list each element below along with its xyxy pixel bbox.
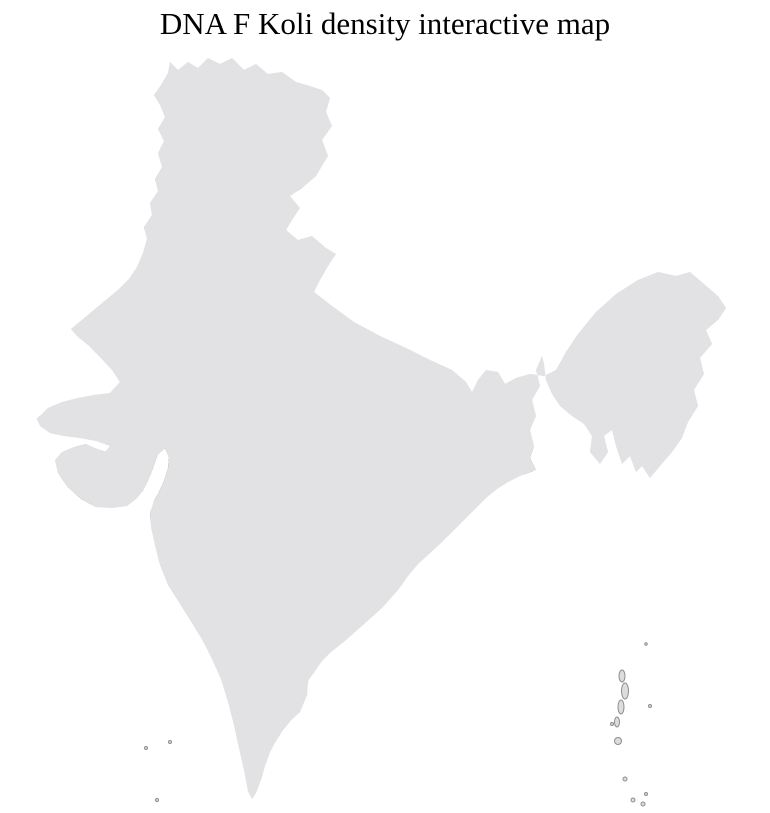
state-border-line <box>585 429 591 453</box>
region-kerala-coast[interactable] <box>228 744 240 778</box>
page-title: DNA F Koli density interactive map <box>159 6 611 41</box>
andaman-islands[interactable] <box>610 642 652 807</box>
lakshadweep-islands[interactable] <box>144 740 172 802</box>
region-tn-coast-dots[interactable] <box>311 710 319 741</box>
